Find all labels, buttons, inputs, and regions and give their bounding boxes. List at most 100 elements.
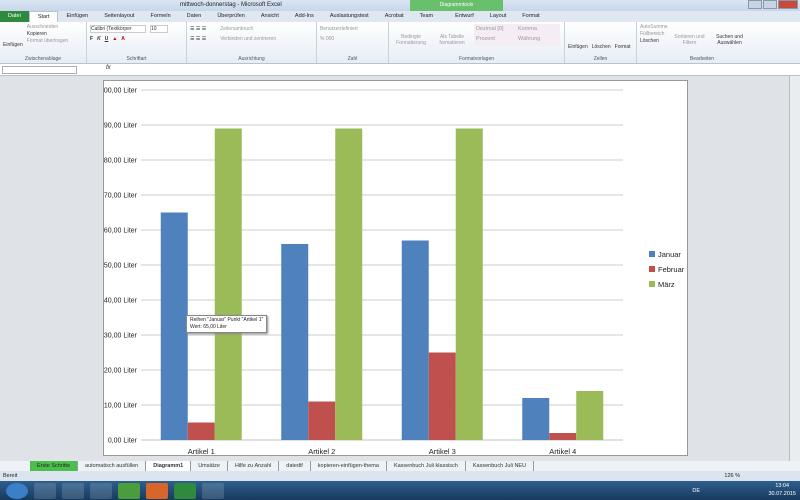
sheet-tab[interactable]: Kassenbuch Juli klassisch xyxy=(387,461,466,471)
y-tick-label: 0,00 Liter xyxy=(108,438,138,445)
excel-icon[interactable] xyxy=(174,483,196,499)
format-as-table-button[interactable]: Als Tabelle formatieren xyxy=(439,34,465,46)
chart[interactable]: 0,00 Liter 10,00 Liter 20,00 Liter 30,00 Li… xyxy=(100,80,688,457)
tab-start[interactable]: Start xyxy=(28,11,59,22)
copy-button[interactable]: Kopieren xyxy=(26,31,47,37)
group-font: Calibri (Textkörper 10 F K U ▲ A Schriftart xyxy=(87,22,187,63)
bar-januar[interactable] xyxy=(522,398,550,440)
ribbon-tabs: Datei Start Einfügen Seitenlayout Formeln Dat… xyxy=(0,11,800,22)
merge-center-button[interactable]: Verbinden und zentrieren xyxy=(220,36,277,42)
cell-style[interactable]: Prozent xyxy=(476,36,495,42)
window-controls xyxy=(748,0,798,9)
tab-acrobat[interactable]: Acrobat xyxy=(384,13,404,19)
sheet-tab[interactable]: datedif xyxy=(279,461,311,471)
bold-button[interactable]: F xyxy=(90,36,94,42)
tab-team[interactable]: Team xyxy=(419,13,434,19)
group-label: Ausrichtung xyxy=(238,56,265,62)
align-icons[interactable]: ☰ ☰ ☰ xyxy=(190,26,207,32)
sheet-tab[interactable]: Kassenbuch Juli NEU xyxy=(466,461,535,471)
bar-februar[interactable] xyxy=(308,401,336,441)
fill-color-icon[interactable]: ▲ xyxy=(112,36,118,42)
bar-januar[interactable] xyxy=(160,212,188,441)
cell-style[interactable]: Dezimal [0] xyxy=(476,26,504,32)
sheet-tab[interactable]: Erste Schritte xyxy=(30,461,79,471)
start-button[interactable] xyxy=(6,483,28,499)
tab-einfügen[interactable]: Einfügen xyxy=(66,13,89,19)
wrap-text-button[interactable]: Zeilenumbruch xyxy=(220,26,254,32)
tab-format[interactable]: Format xyxy=(522,13,540,19)
tab-daten[interactable]: Daten xyxy=(186,13,202,19)
sheet-tab[interactable]: Umsätze xyxy=(191,461,228,471)
sheet-tab[interactable]: kopieren-einfügen-thema xyxy=(311,461,387,471)
explorer-icon[interactable] xyxy=(62,483,84,499)
bar-februar[interactable] xyxy=(549,433,577,440)
bar-maerz[interactable] xyxy=(455,128,483,441)
percent-icon[interactable]: % 000 xyxy=(320,36,335,42)
clock[interactable]: 13:04 30.07.2015 xyxy=(768,482,796,498)
cell-style[interactable]: Währung xyxy=(518,36,541,42)
firefox-icon[interactable] xyxy=(146,483,168,499)
tab-entwurf[interactable]: Entwurf xyxy=(455,13,474,19)
bar-februar[interactable] xyxy=(187,422,215,441)
insert-cells-button[interactable]: Einfügen xyxy=(568,44,588,50)
tab-überprüfen[interactable]: Überprüfen xyxy=(217,13,245,19)
fill-button[interactable]: Füllbereich xyxy=(640,31,665,37)
fx-icon[interactable]: fx xyxy=(106,65,111,71)
bar-maerz[interactable] xyxy=(214,128,242,441)
ie-icon[interactable] xyxy=(34,483,56,499)
maximize-button[interactable] xyxy=(763,0,777,9)
group-cells: Einfügen Löschen Format Zellen xyxy=(565,22,637,63)
find-select-button[interactable]: Suchen und Auswählen xyxy=(716,34,743,46)
tab-seitenlayout[interactable]: Seitenlayout xyxy=(104,13,135,19)
media-player-icon[interactable] xyxy=(90,483,112,499)
tab-formeln[interactable]: Formeln xyxy=(150,13,171,19)
sort-filter-button[interactable]: Sortieren und Filtern xyxy=(674,34,705,46)
y-tick-label: 10,00 Liter xyxy=(104,403,138,410)
app-icon[interactable] xyxy=(202,483,224,499)
clear-button[interactable]: Löschen xyxy=(640,38,659,44)
delete-cells-button[interactable]: Löschen xyxy=(591,44,611,50)
bar-maerz[interactable] xyxy=(335,128,363,441)
context-tab-label: Diagrammtools xyxy=(410,0,503,13)
sheet-tab[interactable]: Hilfe zu Anzahl xyxy=(228,461,280,471)
paste-button[interactable]: Einfügen xyxy=(3,42,23,48)
chart-svg: 0,00 Liter 10,00 Liter 20,00 Liter 30,00 Li… xyxy=(100,88,685,457)
cut-button[interactable]: Ausschneiden xyxy=(26,24,59,30)
tooltip-line: Reihen "Januar" Punkt "Artikel 1" xyxy=(190,317,264,323)
underline-button[interactable]: U xyxy=(104,36,109,42)
y-tick-label: 30,00 Liter xyxy=(104,333,138,340)
bar-februar[interactable] xyxy=(428,352,456,441)
bar-maerz[interactable] xyxy=(576,391,604,440)
minimize-button[interactable] xyxy=(748,0,762,9)
italic-button[interactable]: K xyxy=(97,36,101,42)
group-label: Zahl xyxy=(347,56,358,62)
tab-ansicht[interactable]: Ansicht xyxy=(260,13,279,19)
font-name-select[interactable]: Calibri (Textkörper xyxy=(90,25,146,33)
autosum-button[interactable]: AutoSumme xyxy=(640,24,668,30)
app-icon[interactable] xyxy=(118,483,140,499)
conditional-formatting-button[interactable]: Bedingte Formatierung xyxy=(396,34,426,46)
tab-datei[interactable]: Datei xyxy=(0,11,29,22)
zoom-level[interactable]: 126 % xyxy=(724,473,740,479)
taskbar xyxy=(0,481,800,500)
name-box[interactable] xyxy=(2,66,77,74)
font-size-select[interactable]: 10 xyxy=(150,25,168,33)
close-button[interactable] xyxy=(778,0,798,9)
sheet-tab[interactable]: Diagramm1 xyxy=(146,461,192,471)
font-color-icon[interactable]: A xyxy=(121,36,125,42)
vertical-scrollbar[interactable] xyxy=(789,76,800,461)
align-icons[interactable]: ☰ ☰ ☰ xyxy=(190,36,207,42)
group-label: Schriftart xyxy=(126,56,147,62)
tab-auslastungstest[interactable]: Auslastungstest xyxy=(329,13,369,19)
language-indicator[interactable]: DE xyxy=(692,488,700,494)
group-alignment: ☰ ☰ ☰ Zeilenumbruch ☰ ☰ ☰ Verbinden und ze… xyxy=(187,22,317,63)
number-format-select[interactable]: Benutzerdefiniert xyxy=(320,26,358,32)
sheet-tab[interactable]: automatisch ausfüllen xyxy=(78,461,147,471)
format-cells-button[interactable]: Format xyxy=(614,44,631,50)
tab-add-ins[interactable]: Add-Ins xyxy=(294,13,314,19)
tab-layout[interactable]: Layout xyxy=(489,13,507,19)
bar-januar[interactable] xyxy=(401,240,429,441)
bar-januar[interactable] xyxy=(281,244,309,440)
format-painter-button[interactable]: Format übertragen xyxy=(26,38,69,44)
cell-style[interactable]: Komma xyxy=(518,26,537,32)
